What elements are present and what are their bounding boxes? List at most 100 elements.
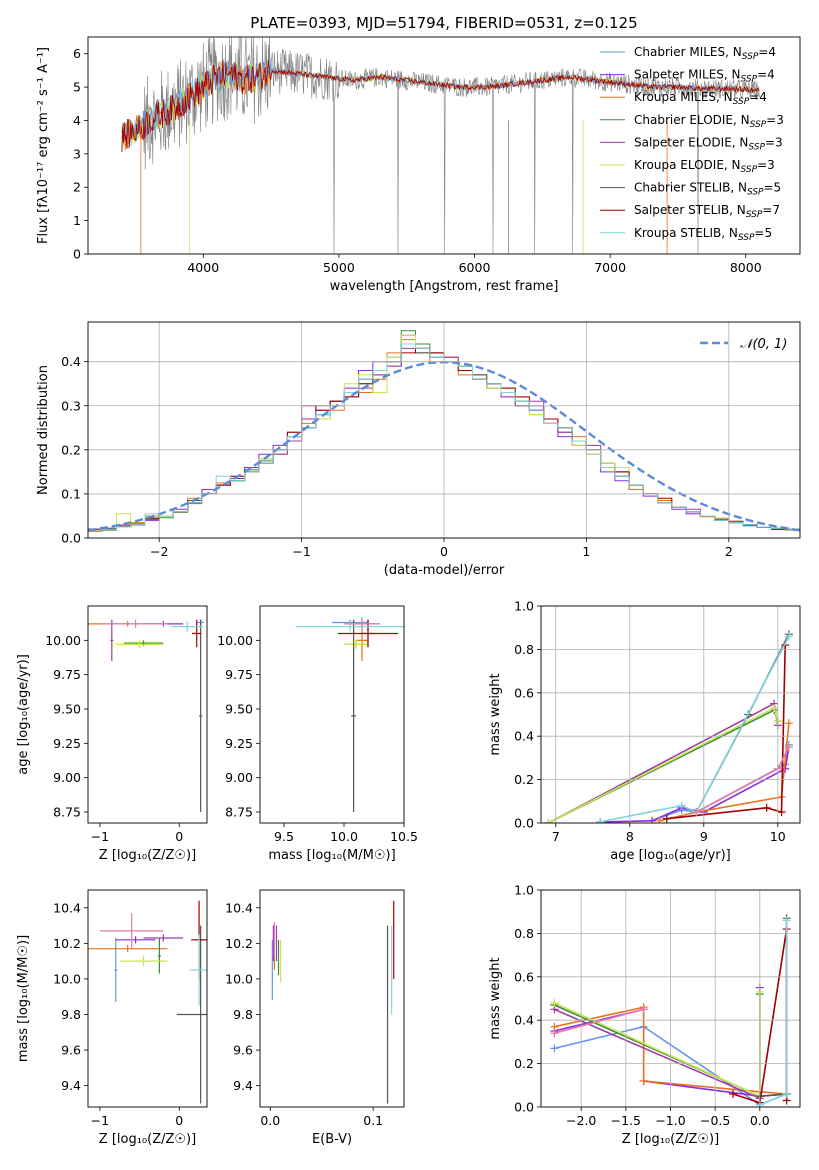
series-point-salpeter_stelib bbox=[762, 803, 771, 812]
chart-mass_weight_vs_age: 7 8 9 10 0.0 0.2 0.4 0.6 0.8 1.0 age [log₁₀(age/yr… bbox=[488, 599, 801, 863]
x-tick-label: −2.0 bbox=[566, 1113, 596, 1128]
x-tick-label: −1 bbox=[91, 829, 109, 844]
series-point-kroupa_elodie bbox=[770, 703, 779, 712]
legend-text: Chabrier STELIB, N bbox=[634, 181, 747, 195]
y-tick-label: 0.8 bbox=[514, 642, 534, 657]
series-point-kroupa_stelib bbox=[782, 1089, 791, 1098]
plot-area bbox=[88, 900, 207, 1104]
x-tick-label: −1 bbox=[292, 544, 310, 559]
chart-age_vs_Z: −1 0 8.75 9.00 9.25 9.50 9.75 10.00 Z [log₁₀(Z/Z… bbox=[16, 605, 208, 863]
legend-suffix: =4 bbox=[749, 90, 767, 104]
legend-subscript: SSP bbox=[741, 75, 758, 85]
x-axis-label: Z [log₁₀(Z/Z☉)] bbox=[622, 1132, 719, 1147]
series-point-kroupa_stelib bbox=[677, 801, 686, 810]
series-point-chabrier_miles bbox=[550, 1044, 559, 1053]
x-tick-label: −2 bbox=[150, 544, 168, 559]
y-tick-label: 0.2 bbox=[61, 442, 81, 457]
axes-frame bbox=[87, 321, 801, 539]
legend-suffix: =3 bbox=[757, 158, 775, 172]
legend-text: Salpeter MILES, N bbox=[634, 68, 741, 82]
legend-text: Salpeter STELIB, N bbox=[634, 203, 746, 217]
x-tick-label: 0 bbox=[440, 544, 448, 559]
plot-area bbox=[296, 616, 404, 813]
plot-area bbox=[544, 630, 793, 823]
y-tick-label: 0.2 bbox=[514, 1056, 534, 1071]
y-tick-label: 0.1 bbox=[61, 486, 81, 501]
series-point-pink bbox=[692, 808, 701, 817]
series-point-salpeter_stelib bbox=[777, 808, 786, 817]
y-tick-label: 1 bbox=[73, 213, 81, 228]
legend-label: Kroupa STELIB, NSSP=5 bbox=[634, 226, 772, 243]
series-point-kroupa_stelib bbox=[596, 817, 605, 823]
legend-label: 𝒩(0, 1) bbox=[740, 337, 787, 352]
series-point-salpeter_miles bbox=[648, 816, 656, 823]
chart-mass_vs_ebv: 0.0 0.1 9.4 9.6 9.8 10.0 10.2 10.4 E(B-V) bbox=[225, 889, 405, 1147]
figure-title: PLATE=0393, MJD=51794, FIBERID=0531, z=0… bbox=[250, 14, 637, 32]
axes-frame bbox=[87, 36, 801, 255]
y-tick-label: 0.4 bbox=[514, 1013, 534, 1028]
y-tick-label: 9.00 bbox=[53, 770, 81, 785]
series-point-pink bbox=[784, 743, 793, 752]
y-tick-label: 10.2 bbox=[53, 936, 81, 951]
legend-subscript: SSP bbox=[746, 210, 763, 220]
axes-frame bbox=[87, 605, 208, 824]
x-tick-label: −1.5 bbox=[611, 1113, 641, 1128]
x-tick-label: 0 bbox=[175, 829, 183, 844]
y-tick-label: 9.00 bbox=[225, 770, 253, 785]
legend-subscript: SSP bbox=[741, 165, 758, 175]
y-tick-label: 9.4 bbox=[61, 1078, 81, 1093]
y-axis-label: Normed distribution bbox=[36, 365, 51, 495]
y-tick-label: 10.4 bbox=[225, 900, 253, 915]
legend-suffix: =3 bbox=[766, 113, 784, 127]
y-tick-label: 1.0 bbox=[514, 599, 534, 614]
series-line-chabrier_stelib bbox=[759, 918, 788, 1097]
legend-text: Chabrier MILES, N bbox=[634, 45, 742, 59]
chart-mass_vs_Z: −1 0 9.4 9.6 9.8 10.0 10.2 10.4 Z [log₁₀(Z/Z☉)] m… bbox=[16, 889, 208, 1147]
chart-residuals: −2 −1 0 1 2 0.0 0.1 0.2 0.3 0.4 (data-model)/error… bbox=[36, 321, 801, 578]
series-line-salpeter_stelib bbox=[666, 645, 786, 820]
x-tick-label: 4000 bbox=[187, 260, 219, 275]
y-tick-label: 3 bbox=[73, 146, 81, 161]
y-tick-label: 9.8 bbox=[233, 1007, 253, 1022]
legend-suffix: =3 bbox=[765, 135, 783, 149]
legend-suffix: =4 bbox=[758, 45, 776, 59]
y-tick-label: 10.0 bbox=[225, 971, 253, 986]
x-tick-label: 1 bbox=[582, 544, 590, 559]
series-point-kroupa_elodie bbox=[550, 998, 559, 1007]
legend-suffix: =5 bbox=[754, 226, 772, 240]
series-line-pink bbox=[554, 1008, 644, 1034]
legend-label: Chabrier ELODIE, NSSP=3 bbox=[634, 113, 784, 130]
series-point-pink bbox=[639, 1005, 648, 1014]
y-tick-label: 9.6 bbox=[233, 1043, 253, 1058]
x-tick-label: −1.0 bbox=[655, 1113, 685, 1128]
y-tick-label: 0.6 bbox=[514, 685, 534, 700]
legend-label: Chabrier STELIB, NSSP=5 bbox=[634, 181, 781, 198]
axes-frame bbox=[87, 889, 208, 1108]
y-tick-label: 9.6 bbox=[61, 1043, 81, 1058]
series-point-kroupa_miles bbox=[655, 816, 664, 823]
x-tick-label: 0.1 bbox=[363, 1113, 383, 1128]
legend-subscript: SSP bbox=[748, 142, 765, 152]
y-tick-label: 4 bbox=[73, 113, 81, 128]
y-tick-label: 0.0 bbox=[514, 1100, 534, 1115]
legend-subscript: SSP bbox=[747, 188, 764, 198]
legend-label: Salpeter STELIB, NSSP=7 bbox=[634, 203, 780, 220]
series-point-kroupa_stelib bbox=[782, 916, 791, 925]
plot-area bbox=[88, 619, 204, 813]
axes-frame bbox=[259, 889, 405, 1108]
y-tick-label: 10.0 bbox=[53, 971, 81, 986]
x-tick-label: 10.5 bbox=[390, 829, 418, 844]
y-tick-label: 0 bbox=[73, 247, 81, 262]
series-point-kroupa_elodie bbox=[544, 819, 553, 823]
legend-label: Salpeter ELODIE, NSSP=3 bbox=[634, 135, 783, 152]
series-point-salpeter_stelib bbox=[729, 1089, 738, 1098]
x-tick-label: 10.0 bbox=[330, 829, 358, 844]
plot-area bbox=[271, 900, 395, 1104]
x-tick-label: 7 bbox=[552, 829, 560, 844]
legend-text: Salpeter ELODIE, N bbox=[634, 135, 748, 149]
series-line-chabrier_miles bbox=[651, 744, 790, 822]
y-axis-label: mass [log₁₀(M/M☉)] bbox=[16, 935, 31, 1062]
y-tick-label: 10.4 bbox=[53, 900, 81, 915]
x-tick-label: 10 bbox=[770, 829, 786, 844]
